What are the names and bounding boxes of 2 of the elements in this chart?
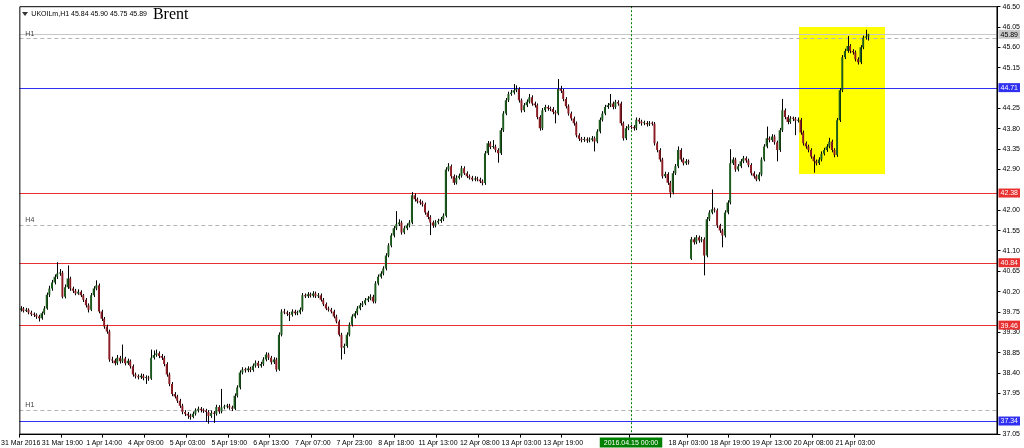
annotation: Brent xyxy=(152,5,190,23)
candlestick xyxy=(690,236,692,261)
